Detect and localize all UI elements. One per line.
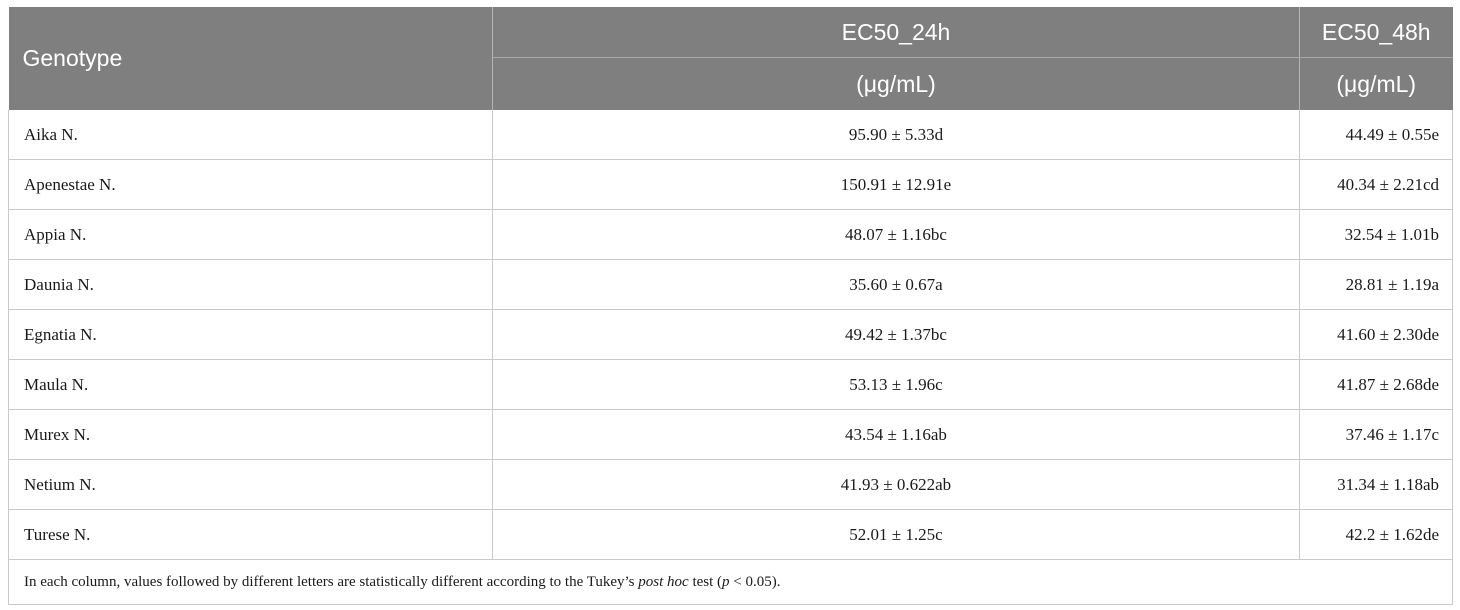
table-header: Genotype EC50_24h EC50_48h (μg/mL) (μg/m… bbox=[8, 7, 1453, 110]
cell-genotype: Apenestae N. bbox=[8, 159, 493, 210]
table-row: Netium N. 41.93 ± 0.622ab 31.34 ± 1.18ab bbox=[8, 459, 1453, 510]
cell-genotype: Aika N. bbox=[8, 110, 493, 160]
cell-ec50-24h: 53.13 ± 1.96c bbox=[492, 359, 1300, 410]
cell-ec50-24h: 49.42 ± 1.37bc bbox=[492, 309, 1300, 360]
table-container: Genotype EC50_24h EC50_48h (μg/mL) (μg/m… bbox=[8, 7, 1453, 605]
footnote-italic-p: p bbox=[722, 573, 730, 590]
cell-ec50-48h: 37.46 ± 1.17c bbox=[1299, 409, 1453, 460]
cell-ec50-24h: 52.01 ± 1.25c bbox=[492, 509, 1300, 560]
table-row: Turese N. 52.01 ± 1.25c 42.2 ± 1.62de bbox=[8, 509, 1453, 560]
footnote-prefix: In each column, values followed by diffe… bbox=[24, 573, 639, 590]
table-row: Aika N. 95.90 ± 5.33d 44.49 ± 0.55e bbox=[8, 110, 1453, 160]
cell-genotype: Netium N. bbox=[8, 459, 493, 510]
cell-ec50-48h: 32.54 ± 1.01b bbox=[1299, 209, 1453, 260]
header-ec50-24h-unit: (μg/mL) bbox=[492, 57, 1300, 110]
table-row: Appia N. 48.07 ± 1.16bc 32.54 ± 1.01b bbox=[8, 209, 1453, 260]
cell-ec50-24h: 41.93 ± 0.622ab bbox=[492, 459, 1300, 510]
ec50-table: Genotype EC50_24h EC50_48h (μg/mL) (μg/m… bbox=[8, 7, 1453, 605]
table-row: Daunia N. 35.60 ± 0.67a 28.81 ± 1.19a bbox=[8, 259, 1453, 310]
header-ec50-48h-unit: (μg/mL) bbox=[1299, 57, 1453, 110]
cell-ec50-24h: 43.54 ± 1.16ab bbox=[492, 409, 1300, 460]
table-footer: In each column, values followed by diffe… bbox=[8, 559, 1453, 605]
cell-genotype: Daunia N. bbox=[8, 259, 493, 310]
table-row: Murex N. 43.54 ± 1.16ab 37.46 ± 1.17c bbox=[8, 409, 1453, 460]
cell-genotype: Maula N. bbox=[8, 359, 493, 410]
table-row: Apenestae N. 150.91 ± 12.91e 40.34 ± 2.2… bbox=[8, 159, 1453, 210]
cell-ec50-48h: 41.87 ± 2.68de bbox=[1299, 359, 1453, 410]
footnote-suffix: < 0.05). bbox=[729, 573, 781, 590]
cell-genotype: Egnatia N. bbox=[8, 309, 493, 360]
table-body: Aika N. 95.90 ± 5.33d 44.49 ± 0.55e Apen… bbox=[8, 110, 1453, 560]
cell-ec50-48h: 40.34 ± 2.21cd bbox=[1299, 159, 1453, 210]
cell-ec50-48h: 44.49 ± 0.55e bbox=[1299, 110, 1453, 160]
table-row: Egnatia N. 49.42 ± 1.37bc 41.60 ± 2.30de bbox=[8, 309, 1453, 360]
cell-genotype: Turese N. bbox=[8, 509, 493, 560]
header-genotype: Genotype bbox=[8, 7, 493, 110]
cell-genotype: Murex N. bbox=[8, 409, 493, 460]
cell-ec50-48h: 31.34 ± 1.18ab bbox=[1299, 459, 1453, 510]
cell-ec50-24h: 95.90 ± 5.33d bbox=[492, 110, 1300, 160]
table-footnote: In each column, values followed by diffe… bbox=[8, 559, 1453, 605]
cell-ec50-24h: 48.07 ± 1.16bc bbox=[492, 209, 1300, 260]
cell-ec50-48h: 42.2 ± 1.62de bbox=[1299, 509, 1453, 560]
cell-genotype: Appia N. bbox=[8, 209, 493, 260]
cell-ec50-48h: 41.60 ± 2.30de bbox=[1299, 309, 1453, 360]
footnote-italic-post-hoc: post hoc bbox=[638, 573, 689, 590]
cell-ec50-24h: 35.60 ± 0.67a bbox=[492, 259, 1300, 310]
cell-ec50-24h: 150.91 ± 12.91e bbox=[492, 159, 1300, 210]
header-ec50-48h: EC50_48h bbox=[1299, 7, 1453, 58]
cell-ec50-48h: 28.81 ± 1.19a bbox=[1299, 259, 1453, 310]
header-ec50-24h: EC50_24h bbox=[492, 7, 1300, 58]
footnote-middle: test ( bbox=[688, 573, 723, 590]
table-row: Maula N. 53.13 ± 1.96c 41.87 ± 2.68de bbox=[8, 359, 1453, 410]
